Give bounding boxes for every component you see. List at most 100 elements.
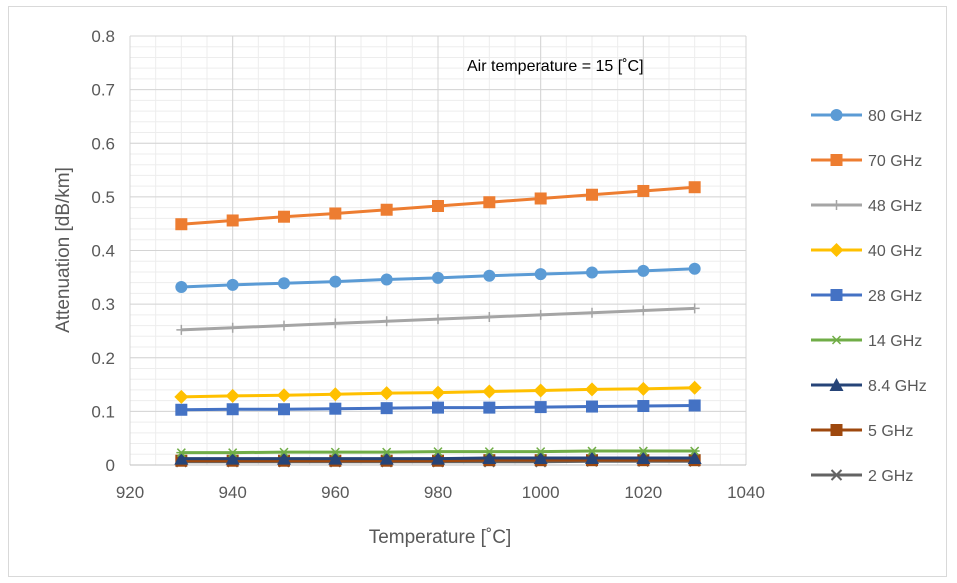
legend-marker [831, 200, 842, 210]
legend-marker [829, 378, 844, 391]
data-point [432, 199, 444, 212]
data-point [227, 448, 238, 458]
x-tick-label: 1000 [522, 483, 560, 502]
series-layer [174, 181, 702, 468]
legend-label: 14 GHz [868, 333, 922, 350]
grid [129, 35, 747, 466]
y-tick-label: 0.5 [91, 188, 115, 207]
legend-label: 8.4 GHz [868, 378, 927, 395]
data-point [636, 451, 651, 465]
legend-item: 70 GHz [811, 153, 922, 170]
data-point [534, 401, 547, 414]
data-point [535, 447, 546, 457]
series-70-ghz [175, 181, 701, 231]
data-point [483, 269, 496, 282]
legend-label: 48 GHz [868, 198, 922, 215]
legend: 80 GHz 70 GHz 48 GHz 40 GHz 28 GHz 14 GHz 8.4 … [811, 108, 927, 485]
data-point [534, 268, 547, 281]
data-point [279, 320, 289, 331]
data-point [226, 214, 239, 227]
data-point [174, 389, 189, 404]
legend-item: 28 GHz [811, 288, 922, 305]
legend-marker [830, 424, 843, 436]
data-point [278, 210, 290, 223]
series-48-ghz [176, 303, 700, 335]
data-point [483, 401, 496, 414]
data-point [329, 402, 342, 415]
data-point [380, 402, 393, 415]
legend-label: 5 GHz [868, 423, 913, 440]
legend-marker [830, 469, 843, 481]
y-tick-label: 0.2 [91, 349, 115, 368]
data-point [688, 399, 701, 412]
data-point [329, 207, 342, 220]
data-point [587, 446, 597, 456]
data-point [638, 305, 649, 316]
data-point [483, 196, 496, 209]
data-point [688, 181, 701, 194]
data-point [637, 184, 650, 197]
data-point [227, 322, 238, 333]
data-point [225, 388, 240, 403]
data-point [381, 447, 392, 457]
legend-item: 80 GHz [811, 108, 922, 125]
data-point [226, 278, 239, 291]
data-point [431, 451, 445, 465]
data-point [431, 385, 445, 400]
legend-item: 40 GHz [811, 243, 922, 260]
data-point [586, 266, 598, 279]
data-point [637, 400, 650, 413]
y-axis-title: Attenuation [dB/km] [53, 167, 74, 333]
legend-label: 70 GHz [868, 153, 922, 170]
legend-marker [830, 289, 843, 301]
legend-marker [831, 335, 842, 345]
data-point [689, 446, 700, 456]
data-point [225, 451, 240, 465]
data-point [484, 447, 495, 457]
data-point [381, 316, 392, 327]
legend-marker [830, 154, 843, 166]
data-point [687, 451, 702, 465]
chart-annotation: Air temperature = 15 [˚C] [467, 58, 644, 75]
series-80-ghz [175, 262, 701, 293]
legend-label: 40 GHz [868, 243, 922, 260]
data-point [176, 448, 187, 458]
data-point [277, 451, 291, 465]
axes: 920 940 960 980 1000 1020 1040 0 0.1 0.2 0.3 0.4 0.5… [91, 27, 765, 502]
data-point [380, 203, 393, 216]
data-point [533, 383, 548, 398]
y-tick-label: 0 [106, 456, 115, 475]
data-point [585, 382, 599, 397]
x-tick-label: 920 [116, 483, 144, 502]
x-tick-label: 960 [321, 483, 349, 502]
data-point [379, 451, 394, 465]
x-tick-label: 980 [424, 483, 452, 502]
y-tick-label: 0.4 [91, 242, 115, 261]
y-tick-label: 0.1 [91, 402, 115, 421]
data-point [586, 400, 598, 413]
data-point [687, 380, 702, 395]
legend-label: 80 GHz [868, 108, 922, 125]
data-point [175, 280, 188, 293]
chart-frame [8, 6, 947, 577]
legend-item: 8.4 GHz [811, 378, 927, 395]
legend-item: 14 GHz [811, 333, 922, 350]
x-tick-label: 940 [218, 483, 246, 502]
data-point [534, 192, 547, 205]
data-point [638, 446, 649, 456]
data-point [330, 447, 341, 457]
data-point [636, 381, 651, 396]
data-point [278, 403, 290, 416]
data-point [175, 403, 188, 416]
data-point [380, 273, 393, 286]
data-point [587, 307, 597, 318]
series-8-4-ghz [174, 451, 702, 465]
data-point [379, 386, 394, 401]
data-point [432, 401, 444, 414]
data-point [585, 451, 599, 465]
data-point [278, 277, 290, 290]
y-tick-label: 0.6 [91, 134, 115, 153]
legend-item: 5 GHz [811, 423, 913, 440]
x-axis-title: Temperature [˚C] [369, 527, 512, 548]
